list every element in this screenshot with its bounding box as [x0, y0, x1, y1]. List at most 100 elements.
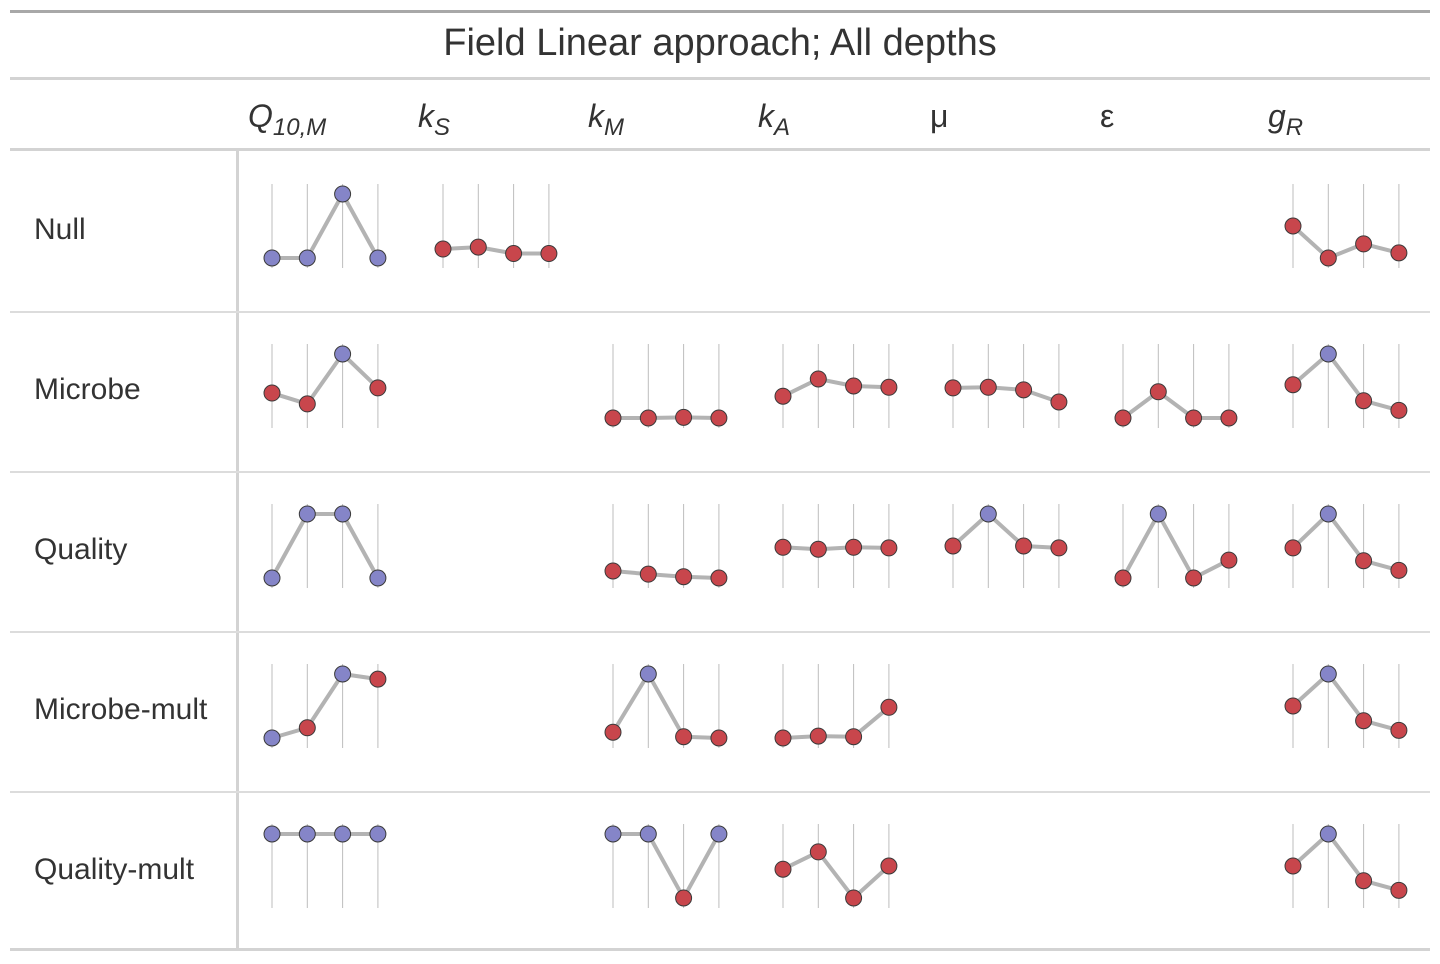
sparkline-line [1291, 512, 1400, 573]
data-point [334, 185, 352, 203]
data-point [1284, 539, 1302, 557]
data-point [880, 857, 898, 875]
data-point [1355, 872, 1373, 890]
data-point [263, 249, 281, 267]
data-point [1185, 569, 1203, 587]
sparkline-null-gR [1284, 184, 1408, 268]
column-header-symbol: ε [1100, 98, 1115, 134]
data-point [1390, 401, 1408, 419]
row-label-microbe-mult: Microbe-mult [34, 693, 208, 726]
data-point [263, 384, 281, 402]
data-point [434, 240, 452, 258]
sparkline-microbe-mu [944, 344, 1068, 428]
column-header-symbol: Q [248, 98, 273, 134]
data-point [774, 729, 792, 747]
sparkline-null-kS [434, 184, 558, 268]
sparkline-microbe-gR [1284, 344, 1408, 428]
data-point [263, 825, 281, 843]
sparkline-quality-mult-gR [1284, 824, 1408, 908]
sparkline-quality-kM [604, 504, 728, 588]
sparkline-line [271, 352, 380, 406]
sparkline-line [952, 385, 1060, 404]
sparkline-quality-kA [774, 504, 898, 588]
data-point [1355, 712, 1373, 730]
data-point [944, 379, 962, 397]
sparkline-line [782, 545, 889, 552]
data-point [774, 538, 792, 556]
sparkline-microbe-kM [604, 344, 728, 428]
sparkline-line [613, 415, 719, 420]
data-point [369, 569, 387, 587]
sparkline-line [782, 849, 891, 900]
data-point [1114, 409, 1132, 427]
column-header-Q10M: Q10,M [248, 98, 326, 142]
data-point [1114, 569, 1132, 587]
bottom-rule [10, 948, 1430, 951]
sparkline-line [271, 672, 379, 740]
data-point [1319, 345, 1337, 363]
sparkline-microbe-eps [1114, 344, 1238, 428]
data-point [710, 825, 728, 843]
sparkline-line [1291, 352, 1400, 413]
data-point [710, 409, 728, 427]
column-header-kM: kM [588, 98, 624, 142]
sparkline-line [270, 512, 380, 579]
sparkline-quality-Q10M [263, 504, 387, 588]
data-point [604, 825, 622, 843]
column-header-symbol: k [418, 98, 434, 134]
sparkline-microbe-mult-kA [774, 664, 898, 748]
column-header-subscript: 10,M [272, 114, 327, 141]
sparkline-microbe-mult-gR [1284, 664, 1408, 748]
sparkline-line [1121, 389, 1229, 420]
data-point [809, 843, 827, 861]
data-point [639, 565, 657, 583]
sparkline-line [613, 832, 721, 900]
data-point [298, 249, 316, 267]
data-point [298, 395, 316, 413]
data-point [604, 409, 622, 427]
data-point [1015, 537, 1033, 555]
data-point [710, 729, 728, 747]
sparkline-quality-mu [944, 504, 1068, 588]
row-divider [10, 631, 1430, 633]
sparkline-line [442, 245, 549, 256]
row-label-quality-mult: Quality-mult [34, 853, 195, 886]
data-point [1284, 697, 1302, 715]
data-point [809, 727, 827, 745]
sparkline-line [782, 705, 891, 740]
sparkline-line [1291, 832, 1400, 893]
data-point [1319, 665, 1337, 683]
data-point [1319, 825, 1337, 843]
column-header-eps: ε [1100, 98, 1114, 135]
data-point [774, 387, 792, 405]
data-point [1284, 857, 1302, 875]
sparkline-microbe-mult-kM [604, 664, 728, 748]
row-divider [10, 311, 1430, 313]
data-point [880, 539, 898, 557]
data-point [369, 670, 387, 688]
sparkline-line [1291, 224, 1400, 260]
row-label-quality: Quality [34, 533, 128, 566]
sparkline-line [782, 376, 889, 399]
data-point [710, 569, 728, 587]
data-point [845, 377, 863, 395]
sparkline-line [1291, 672, 1400, 733]
data-point [675, 889, 693, 907]
data-point [1050, 539, 1068, 557]
data-point [369, 249, 387, 267]
data-point [1319, 505, 1337, 523]
data-point [880, 378, 898, 396]
column-header-subscript: S [434, 114, 451, 141]
data-point [1284, 376, 1302, 394]
row-label-divider [236, 151, 239, 949]
data-point [1185, 409, 1203, 427]
data-point [263, 729, 281, 747]
top-rule [10, 10, 1430, 13]
table-title: Field Linear approach; All depths [443, 22, 997, 64]
column-header-symbol: k [588, 98, 604, 134]
data-point [469, 238, 487, 256]
row-divider [10, 471, 1430, 473]
data-point [369, 379, 387, 397]
data-point [1390, 721, 1408, 739]
